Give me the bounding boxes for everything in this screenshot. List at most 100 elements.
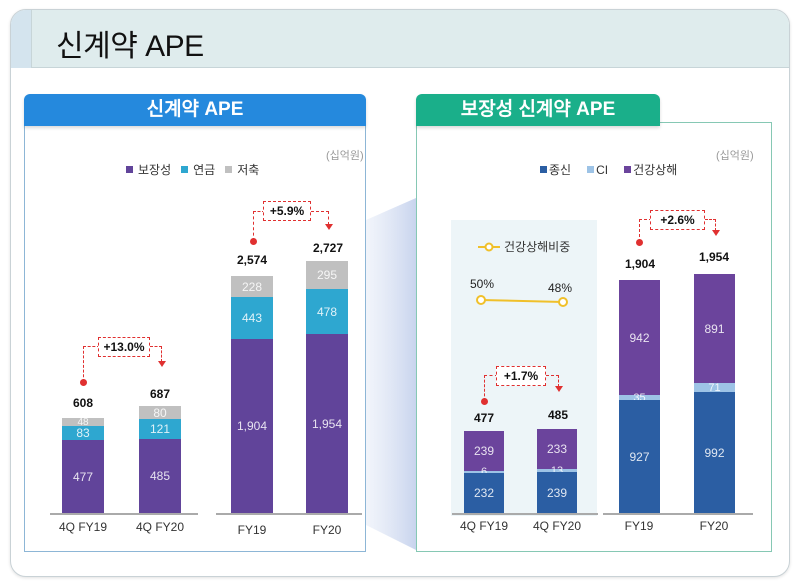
growth-label: +13.0% <box>98 337 150 357</box>
bar-total: 608 <box>72 396 94 410</box>
title-bar: 신계약 APE <box>11 10 789 68</box>
legend-item-annuity: 연금 <box>181 161 215 178</box>
x-label: FY19 <box>237 523 267 537</box>
legend-swatch <box>624 166 632 173</box>
segment-health: 942 <box>619 280 660 395</box>
segment-protection: 477 <box>62 440 104 513</box>
x-label: 4Q FY19 <box>459 519 509 533</box>
stacked-bar-4qfy19-protection: 232 6 239 <box>464 431 504 513</box>
stacked-bar-fy20-protection: 992 71 891 <box>694 274 735 513</box>
legend-item-protection: 보장성 <box>126 161 171 178</box>
segment-savings: 295 <box>306 261 348 289</box>
segment-health: 891 <box>694 274 735 383</box>
legend-item-whole-life: 종신 <box>540 161 571 178</box>
legend-label: CI <box>596 162 609 177</box>
segment-savings: 48 <box>62 417 104 428</box>
x-label: 4Q FY20 <box>532 519 582 533</box>
line-marker-icon <box>478 242 500 251</box>
stacked-bar-fy20: 1,954 478 295 <box>306 261 348 513</box>
ratio-line <box>476 295 568 307</box>
page-title: 신계약 APE <box>56 30 204 63</box>
callout-line <box>83 346 100 382</box>
segment-whole-life: 927 <box>619 400 660 513</box>
left-unit-label: (십억원) <box>326 150 364 162</box>
segment-annuity: 478 <box>306 289 348 334</box>
callout-line <box>639 219 652 242</box>
callout-line <box>253 211 265 241</box>
growth-label: +5.9% <box>263 201 311 221</box>
x-axis-line <box>452 513 598 515</box>
callout-dot <box>250 238 257 245</box>
callout-arrow <box>325 224 333 230</box>
legend-label: 건강상해 <box>633 163 678 177</box>
x-label: 4Q FY19 <box>58 520 108 534</box>
x-axis-line <box>603 513 753 515</box>
callout-dot <box>80 379 87 386</box>
segment-annuity: 443 <box>231 297 273 339</box>
bar-total: 1,954 <box>698 250 730 264</box>
ratio-value: 48% <box>548 281 573 295</box>
stacked-bar-4qfy20-protection: 239 13 233 <box>537 429 577 513</box>
callout-line <box>705 219 716 231</box>
legend-item-savings: 저축 <box>225 161 259 178</box>
segment-whole-life: 239 <box>537 472 577 513</box>
x-axis-line <box>216 513 362 515</box>
legend-label: 연금 <box>193 163 216 177</box>
bar-total: 485 <box>547 408 569 422</box>
title-accent <box>11 10 32 68</box>
stacked-bar-4qfy20: 485 121 80 <box>139 406 181 513</box>
legend-swatch <box>540 166 547 173</box>
connector-wedge <box>366 198 416 550</box>
callout-line <box>546 375 559 387</box>
legend-swatch <box>126 166 133 173</box>
segment-whole-life: 232 <box>464 473 504 513</box>
bar-total: 687 <box>149 387 171 401</box>
legend-label: 저축 <box>237 163 260 177</box>
segment-ci: 71 <box>694 382 735 394</box>
callout-line <box>150 346 162 362</box>
x-label: FY19 <box>624 519 654 533</box>
right-legend: 종신 CI 건강상해 <box>540 161 677 178</box>
bar-total: 1,904 <box>624 257 656 271</box>
legend-item-health: 건강상해 <box>624 161 677 178</box>
bar-total: 477 <box>473 411 495 425</box>
left-legend: 보장성 연금 저축 <box>126 161 259 178</box>
stacked-bar-fy19-protection: 927 35 942 <box>619 280 660 513</box>
legend-item-ci: CI <box>587 163 608 177</box>
callout-arrow <box>712 230 720 236</box>
growth-label: +2.6% <box>650 210 705 230</box>
stacked-bar-fy19: 1,904 443 228 <box>231 276 273 513</box>
bar-total: 2,574 <box>236 253 268 267</box>
ratio-value: 50% <box>470 277 495 291</box>
x-axis-line <box>50 513 198 515</box>
legend-label: 종신 <box>549 163 572 177</box>
left-panel-header: 신계약 APE <box>24 94 366 126</box>
callout-arrow <box>555 386 563 392</box>
callout-line <box>484 375 498 401</box>
legend-swatch <box>587 166 595 173</box>
right-unit-label: (십억원) <box>716 150 754 162</box>
callout-dot <box>481 398 488 405</box>
legend-swatch <box>181 166 189 173</box>
x-label: 4Q FY20 <box>135 520 185 534</box>
segment-savings: 228 <box>231 276 273 297</box>
callout-dot <box>636 239 643 246</box>
legend-label: 보장성 <box>138 163 172 177</box>
segment-annuity: 83 <box>62 426 104 440</box>
ratio-legend-label: 건강상해비중 <box>504 240 571 254</box>
stacked-bar-4qfy19: 477 83 48 <box>62 417 104 513</box>
segment-health: 239 <box>464 431 504 471</box>
segment-health: 233 <box>537 429 577 469</box>
ratio-legend: 건강상해비중 <box>478 238 570 255</box>
x-label: FY20 <box>699 519 729 533</box>
right-panel-header: 보장성 신계약 APE <box>416 94 660 126</box>
callout-line <box>311 211 329 225</box>
growth-label: +1.7% <box>496 366 546 386</box>
segment-protection: 1,954 <box>306 334 348 513</box>
callout-arrow <box>158 361 166 367</box>
segment-protection: 1,904 <box>231 339 273 513</box>
x-label: FY20 <box>312 523 342 537</box>
segment-whole-life: 992 <box>694 392 735 513</box>
segment-savings: 80 <box>139 406 181 420</box>
legend-swatch <box>225 166 233 173</box>
